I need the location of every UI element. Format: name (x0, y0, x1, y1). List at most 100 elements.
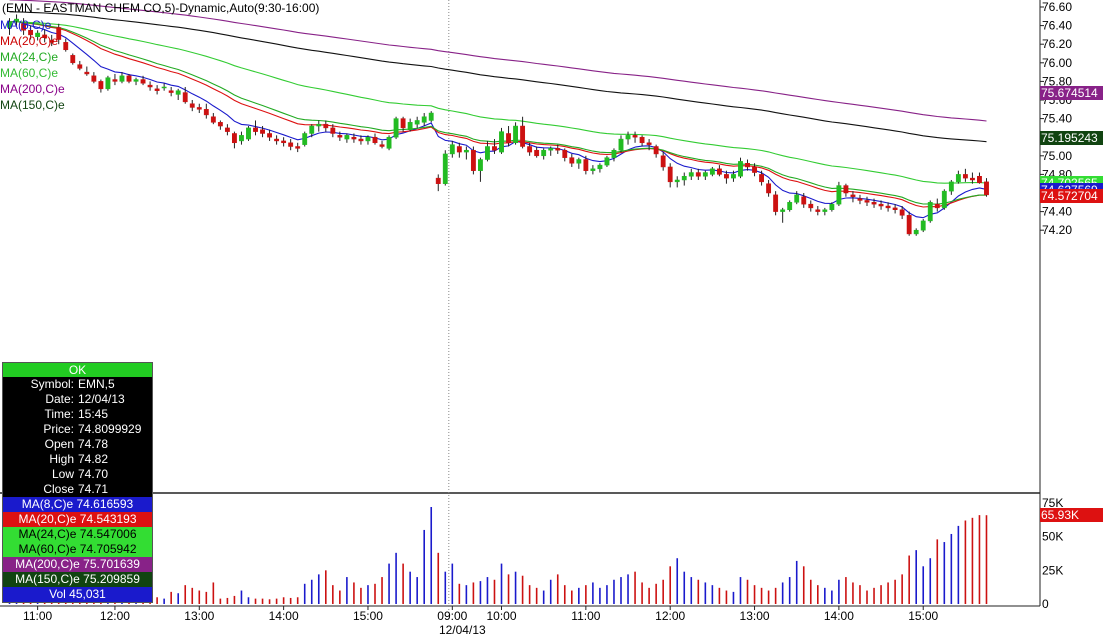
moving-averages (9, 0, 987, 219)
time-tick-label: 14:00 (824, 609, 854, 623)
candle-body (506, 133, 511, 144)
price-tick-label: 76.60 (1042, 0, 1072, 14)
price-tag: 75.674514 (1040, 86, 1103, 101)
candle-body (773, 194, 779, 212)
candle-body (850, 194, 856, 197)
candle-body (147, 84, 153, 88)
legend-item: MA(8,C)e (0, 18, 52, 32)
candle-body (611, 149, 617, 158)
data-window-status[interactable]: OK (3, 363, 152, 377)
candle-body (267, 133, 273, 138)
candle-body (477, 159, 483, 171)
volume-tick-label: 0 (1042, 597, 1049, 611)
candle-body (948, 181, 954, 192)
candle-body (731, 174, 736, 179)
candle-body (393, 118, 399, 138)
ma-line-8 (9, 20, 987, 219)
candle-body (70, 55, 76, 64)
candle-body (878, 203, 884, 207)
candle-body (77, 64, 83, 69)
candle-body (562, 149, 568, 158)
candle-body (260, 129, 265, 134)
candle-body (836, 185, 842, 205)
candle-body (379, 144, 385, 147)
ma-line-200 (9, 0, 987, 122)
candle-body (316, 123, 322, 127)
candle-body (632, 135, 638, 138)
candle-body (639, 136, 645, 144)
candle-body (766, 183, 772, 194)
candle-body (470, 149, 476, 171)
candle-body (702, 172, 708, 177)
candle-body (969, 177, 975, 181)
data-window-value: 12/04/13 (78, 392, 125, 406)
candle-body (667, 166, 673, 183)
candle-body (738, 161, 743, 177)
candle-body (407, 122, 413, 131)
candle-body (534, 149, 540, 157)
price-tag: 74.572704 (1040, 188, 1103, 203)
candle-body (899, 209, 905, 216)
candle-body (787, 202, 793, 210)
price-tick-label: 76.20 (1042, 37, 1072, 51)
candle-body (660, 155, 666, 168)
candle-body (28, 30, 34, 36)
candle-body (597, 164, 603, 170)
candle-body (372, 136, 378, 144)
candle-body (196, 107, 202, 110)
candle-body (934, 203, 940, 209)
candle-body (618, 138, 624, 151)
candle-body (246, 127, 251, 140)
data-window-value: 74.78 (78, 437, 109, 451)
time-tick-label: 11:00 (23, 609, 52, 623)
candle-body (358, 138, 364, 142)
candle-body (688, 172, 694, 177)
price-tick-label: 75.40 (1042, 112, 1072, 126)
candle-body (815, 209, 821, 212)
candle-body (913, 229, 919, 235)
candle-body (168, 90, 174, 93)
candle-body (984, 181, 989, 196)
candle-body (541, 149, 547, 157)
candle-body (281, 140, 287, 144)
time-tick-label: 12:00 (655, 609, 685, 623)
candle-body (21, 23, 27, 31)
time-tick-label: 15:00 (908, 609, 938, 623)
data-window-key: Price: (43, 422, 74, 436)
axes: 74.2074.4074.6074.8075.0075.2075.4075.60… (23, 0, 1072, 636)
candle-body (520, 125, 526, 147)
candle-body (428, 112, 434, 121)
candle-body (583, 159, 589, 171)
data-window-value: 74.8099929 (78, 422, 142, 436)
data-window[interactable]: OK Symbol: EMN,5 Date: 12/04/13 Time: 15:45 Pr… (2, 362, 153, 603)
candle-body (646, 142, 652, 145)
candle-body (7, 21, 12, 28)
candle-body (421, 116, 427, 123)
candle-body (485, 146, 490, 160)
candle-body (463, 149, 469, 153)
candle-body (14, 18, 19, 22)
candle-body (133, 79, 139, 82)
data-window-row: Symbol: EMN,5 (3, 377, 152, 392)
data-window-ma-row: MA(20,C)e 74.543193 (3, 512, 152, 527)
candle-body (442, 153, 448, 184)
volume-tick-label: 50K (1042, 530, 1063, 544)
candle-body (337, 135, 343, 138)
candle-body (941, 190, 947, 209)
candle-body (386, 136, 392, 149)
candle-body (161, 86, 167, 89)
legend-item: MA(150,C)e (0, 98, 65, 112)
data-window-row: High 74.82 (3, 452, 152, 467)
candle-body (224, 127, 230, 132)
candle-body (105, 77, 111, 90)
data-window-key: Date: (45, 392, 74, 406)
data-window-key: Symbol: (30, 377, 74, 391)
candle-body (182, 92, 188, 103)
price-tick-label: 75.80 (1042, 74, 1072, 88)
candle-body (217, 122, 223, 127)
candle-body (548, 148, 554, 151)
candle-body (140, 79, 146, 84)
candle-body (780, 209, 786, 212)
candle-body (56, 27, 62, 40)
